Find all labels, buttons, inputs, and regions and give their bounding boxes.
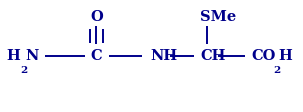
Text: NH: NH — [150, 49, 177, 63]
Text: 2: 2 — [21, 65, 28, 74]
Text: CO: CO — [251, 49, 276, 63]
Text: O: O — [90, 10, 103, 24]
Text: SMe: SMe — [200, 10, 236, 24]
Text: C: C — [91, 49, 102, 63]
Text: H: H — [279, 49, 292, 63]
Text: N: N — [26, 49, 39, 63]
Text: 2: 2 — [274, 65, 281, 74]
Text: CH: CH — [200, 49, 225, 63]
Text: H: H — [7, 49, 20, 63]
